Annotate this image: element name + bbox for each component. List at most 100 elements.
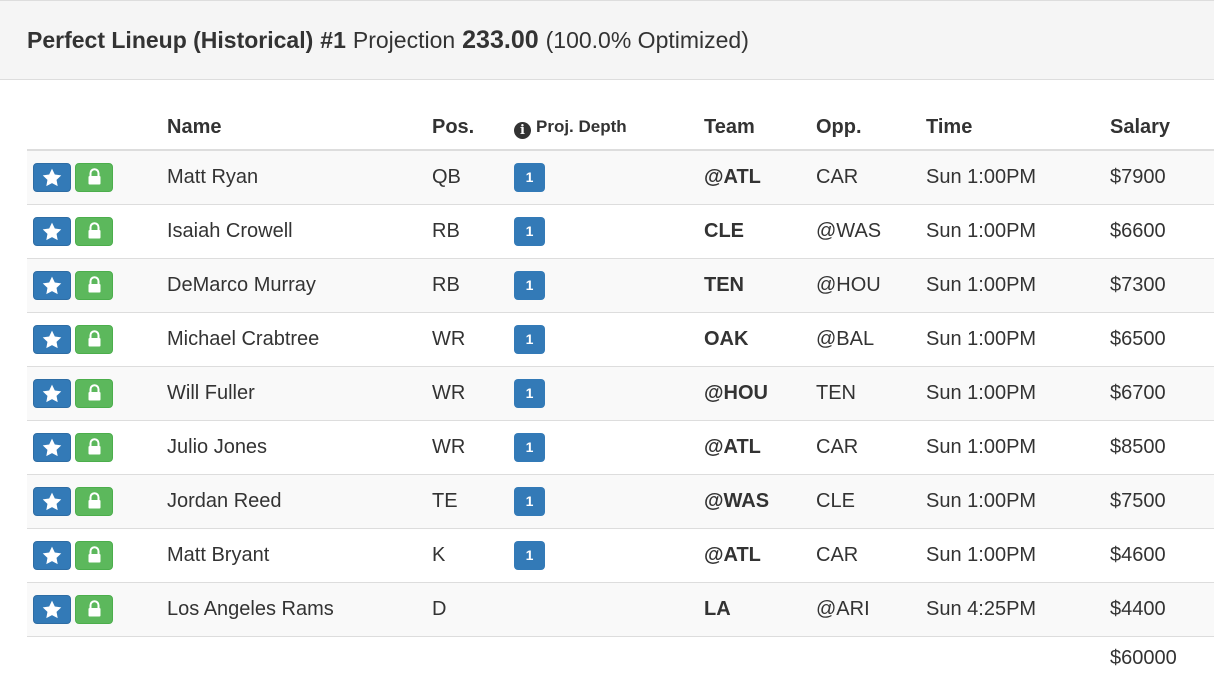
lock-button[interactable] xyxy=(75,486,113,516)
opp-header[interactable]: Opp. xyxy=(816,106,926,151)
star-button[interactable] xyxy=(33,432,71,462)
lock-button[interactable] xyxy=(75,270,113,300)
player-name: Julio Jones xyxy=(167,420,432,475)
depth-badge: 1 xyxy=(514,216,545,246)
name-header[interactable]: Name xyxy=(167,106,432,151)
time-header[interactable]: Time xyxy=(926,106,1110,151)
player-opp: @ARI xyxy=(816,582,926,637)
star-icon xyxy=(42,330,62,348)
lock-button[interactable] xyxy=(75,162,113,192)
player-depth xyxy=(514,582,704,637)
team-header[interactable]: Team xyxy=(704,106,816,151)
player-depth: 1 xyxy=(514,474,704,529)
player-salary: $6600 xyxy=(1110,204,1214,259)
player-team: LA xyxy=(704,582,816,637)
game-time: Sun 1:00PM xyxy=(926,312,1110,367)
player-salary: $6500 xyxy=(1110,312,1214,367)
pos-header[interactable]: Pos. xyxy=(432,106,514,151)
row-actions xyxy=(27,366,167,421)
depth-header[interactable]: i Proj. Depth xyxy=(514,106,704,151)
depth-header-label: Proj. Depth xyxy=(536,116,627,136)
player-team: OAK xyxy=(704,312,816,367)
star-button[interactable] xyxy=(33,324,71,354)
player-salary: $8500 xyxy=(1110,420,1214,475)
row-actions xyxy=(27,150,167,205)
lock-button[interactable] xyxy=(75,432,113,462)
star-button[interactable] xyxy=(33,486,71,516)
lineup-table: Name Pos. i Proj. Depth Team Opp. Time Sa… xyxy=(27,106,1214,680)
total-row: $60000 xyxy=(27,636,1214,680)
actions-header xyxy=(27,106,167,151)
depth-badge: 1 xyxy=(514,162,545,192)
player-name: DeMarco Murray xyxy=(167,258,432,313)
player-opp: @WAS xyxy=(816,204,926,259)
row-actions xyxy=(27,420,167,475)
star-icon xyxy=(42,222,62,240)
table-header-row: Name Pos. i Proj. Depth Team Opp. Time Sa… xyxy=(27,106,1214,151)
player-pos: TE xyxy=(432,474,514,529)
lock-button[interactable] xyxy=(75,594,113,624)
player-depth: 1 xyxy=(514,150,704,205)
depth-badge: 1 xyxy=(514,324,545,354)
lock-button[interactable] xyxy=(75,324,113,354)
player-name: Jordan Reed xyxy=(167,474,432,529)
table-row: Matt Ryan QB 1 @ATL CAR Sun 1:00PM $7900 xyxy=(27,150,1214,205)
player-salary: $7300 xyxy=(1110,258,1214,313)
game-time: Sun 4:25PM xyxy=(926,582,1110,637)
total-salary: $60000 xyxy=(1110,636,1214,680)
star-button[interactable] xyxy=(33,270,71,300)
lock-button[interactable] xyxy=(75,378,113,408)
table-row: DeMarco Murray RB 1 TEN @HOU Sun 1:00PM … xyxy=(27,258,1214,313)
player-team: @ATL xyxy=(704,420,816,475)
lock-icon xyxy=(88,438,100,455)
player-name: Michael Crabtree xyxy=(167,312,432,367)
lock-button[interactable] xyxy=(75,216,113,246)
depth-badge: 1 xyxy=(514,432,545,462)
player-pos: WR xyxy=(432,312,514,367)
player-salary: $7500 xyxy=(1110,474,1214,529)
info-icon[interactable]: i xyxy=(514,121,531,139)
star-button[interactable] xyxy=(33,594,71,624)
player-team: CLE xyxy=(704,204,816,259)
lock-icon xyxy=(88,546,100,563)
table-row: Jordan Reed TE 1 @WAS CLE Sun 1:00PM $75… xyxy=(27,474,1214,529)
row-actions xyxy=(27,582,167,637)
player-opp: CAR xyxy=(816,150,926,205)
game-time: Sun 1:00PM xyxy=(926,420,1110,475)
player-depth: 1 xyxy=(514,420,704,475)
row-actions xyxy=(27,312,167,367)
player-name: Matt Bryant xyxy=(167,528,432,583)
player-salary: $4400 xyxy=(1110,582,1214,637)
star-button[interactable] xyxy=(33,378,71,408)
game-time: Sun 1:00PM xyxy=(926,204,1110,259)
player-name: Matt Ryan xyxy=(167,150,432,205)
player-salary: $4600 xyxy=(1110,528,1214,583)
player-team: @ATL xyxy=(704,150,816,205)
player-name: Will Fuller xyxy=(167,366,432,421)
star-button[interactable] xyxy=(33,540,71,570)
row-actions xyxy=(27,528,167,583)
lock-icon xyxy=(88,276,100,293)
lock-icon xyxy=(88,492,100,509)
player-pos: QB xyxy=(432,150,514,205)
player-salary: $6700 xyxy=(1110,366,1214,421)
table-row: Matt Bryant K 1 @ATL CAR Sun 1:00PM $460… xyxy=(27,528,1214,583)
table-row: Will Fuller WR 1 @HOU TEN Sun 1:00PM $67… xyxy=(27,366,1214,421)
depth-badge: 1 xyxy=(514,378,545,408)
player-pos: WR xyxy=(432,366,514,421)
lock-button[interactable] xyxy=(75,540,113,570)
player-opp: CAR xyxy=(816,420,926,475)
projection-label: Projection xyxy=(352,26,456,53)
star-button[interactable] xyxy=(33,162,71,192)
player-name: Los Angeles Rams xyxy=(167,582,432,637)
player-depth: 1 xyxy=(514,366,704,421)
salary-header[interactable]: Salary xyxy=(1110,106,1214,151)
lock-icon xyxy=(88,384,100,401)
star-icon xyxy=(42,438,62,456)
star-icon xyxy=(42,276,62,294)
projection-value: 233.00 xyxy=(462,25,539,54)
player-opp: CLE xyxy=(816,474,926,529)
star-button[interactable] xyxy=(33,216,71,246)
lock-icon xyxy=(88,168,100,185)
lineup-title: Perfect Lineup (Historical) xyxy=(27,26,314,53)
